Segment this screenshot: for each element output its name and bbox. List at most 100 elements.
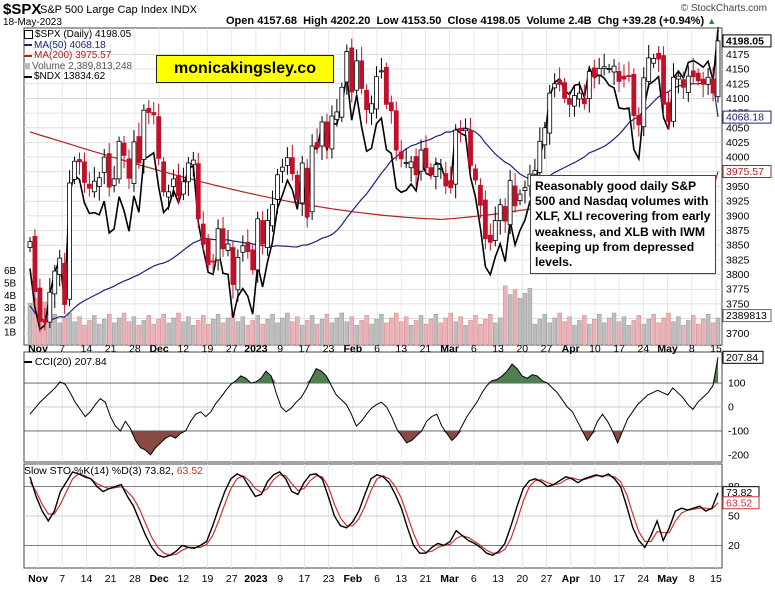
- volume-bar: [146, 315, 151, 346]
- candle-body: [32, 235, 38, 292]
- x-tick-label-top: Dec: [149, 343, 168, 355]
- volume-bar: [458, 316, 463, 346]
- volume-bar: [240, 316, 246, 346]
- candle-body: [77, 159, 82, 163]
- volume-bar: [196, 320, 201, 346]
- price-value-tag-text: 4068.18: [726, 112, 764, 124]
- candle-body: [601, 66, 607, 69]
- volume-bar: [428, 318, 434, 346]
- x-tick-label-top: 13: [395, 343, 407, 355]
- volume-bar: [57, 322, 62, 346]
- cci-value: 207.84: [74, 356, 107, 368]
- low-value: 4153.50: [401, 15, 442, 27]
- volume-bar: [606, 317, 612, 346]
- volume-value: 2.4B: [568, 15, 592, 27]
- candle-body: [616, 71, 622, 82]
- candle-body: [225, 243, 231, 251]
- volume-bar: [676, 316, 681, 346]
- candle-body: [705, 76, 711, 85]
- volume-bar: [72, 321, 77, 346]
- volume-bar: [478, 323, 483, 346]
- candle-body: [690, 70, 696, 78]
- volume-bar: [413, 320, 419, 346]
- price-value-tag: [722, 164, 772, 178]
- candle-body: [398, 151, 404, 160]
- cci-title: CCI(20): [34, 356, 72, 368]
- candle-body: [393, 110, 399, 151]
- volume-bar: [691, 315, 696, 346]
- volume-bar: [102, 318, 107, 346]
- legend-ma200: MA(200) 3975.57: [24, 50, 132, 62]
- volume-bar: [532, 323, 538, 346]
- volume-bar: [468, 320, 473, 346]
- volume-bar: [374, 318, 379, 346]
- volume-bar: [443, 317, 448, 346]
- volume-bar: [309, 315, 315, 346]
- candle-body: [487, 234, 493, 243]
- volume-bar: [126, 321, 132, 346]
- sto-k-value: 73.82: [144, 465, 171, 477]
- volume-bar: [250, 320, 255, 346]
- candle-body: [586, 71, 592, 99]
- candle-body: [200, 223, 206, 245]
- candle-body: [577, 92, 582, 100]
- candle-body: [205, 238, 211, 265]
- candle-body: [423, 147, 429, 169]
- volume-bar: [369, 323, 374, 346]
- candle-body: [507, 180, 513, 226]
- candle-body: [413, 156, 419, 176]
- price-tick-label: 3850: [726, 240, 750, 252]
- candle-body: [210, 260, 216, 263]
- sto-label: Slow STO %K(14) %D(3) 73.82, 63.52: [24, 465, 203, 477]
- volume-label: Volume: [526, 15, 566, 27]
- volume-bar: [626, 325, 632, 346]
- candle-body: [641, 77, 647, 128]
- volume-bar: [304, 320, 310, 346]
- chart-date: 18-May-2023: [3, 17, 62, 28]
- volume-bar: [280, 317, 285, 346]
- price-tick-label: 4150: [726, 64, 750, 76]
- x-tick-label-bottom: Mar: [440, 573, 459, 585]
- candle-body: [596, 68, 602, 76]
- candle-body: [552, 83, 558, 89]
- brand[interactable]: © StockCharts.com: [680, 3, 767, 14]
- volume-bar: [567, 316, 572, 346]
- candle-body: [403, 162, 409, 164]
- volume-bar: [230, 312, 236, 346]
- candle-body: [42, 319, 48, 323]
- volume-bar: [423, 323, 429, 346]
- volume-tick-label: 2B: [4, 315, 17, 326]
- candle-body: [62, 263, 68, 305]
- watermark: monicakingsley.co: [156, 55, 334, 83]
- candle-body: [354, 60, 360, 91]
- price-tick-label: 3800: [726, 269, 750, 281]
- x-tick-label-bottom: 27: [226, 573, 238, 585]
- volume-bar: [453, 321, 458, 346]
- volume-bar: [364, 315, 369, 346]
- candle-body: [631, 73, 637, 116]
- x-tick-label-top: 19: [202, 343, 214, 355]
- candle-body: [299, 162, 305, 204]
- candle-body: [695, 72, 701, 82]
- x-tick-label-bottom: 6: [471, 573, 477, 585]
- x-tick-label-top: 20: [516, 343, 528, 355]
- candle-body: [324, 121, 330, 148]
- volume-bar: [161, 314, 166, 346]
- candle-body: [651, 58, 657, 64]
- volume-bar: [552, 317, 557, 346]
- volume-bar: [651, 314, 656, 346]
- volume-bar: [92, 315, 97, 346]
- candle-body: [537, 140, 543, 173]
- volume-bar: [349, 316, 354, 346]
- sto-value-tag-text: 63.52: [726, 497, 752, 509]
- x-tick-label-bottom: 28: [129, 573, 141, 585]
- x-tick-label-top: 21: [105, 343, 117, 355]
- volume-bar: [522, 293, 528, 346]
- candle-body: [438, 167, 444, 170]
- volume-bar: [438, 322, 444, 346]
- open-label: Open: [226, 15, 255, 27]
- close-label: Close: [447, 15, 478, 27]
- candle-body: [448, 180, 454, 189]
- candle-body: [86, 183, 92, 189]
- volume-bar: [275, 322, 280, 346]
